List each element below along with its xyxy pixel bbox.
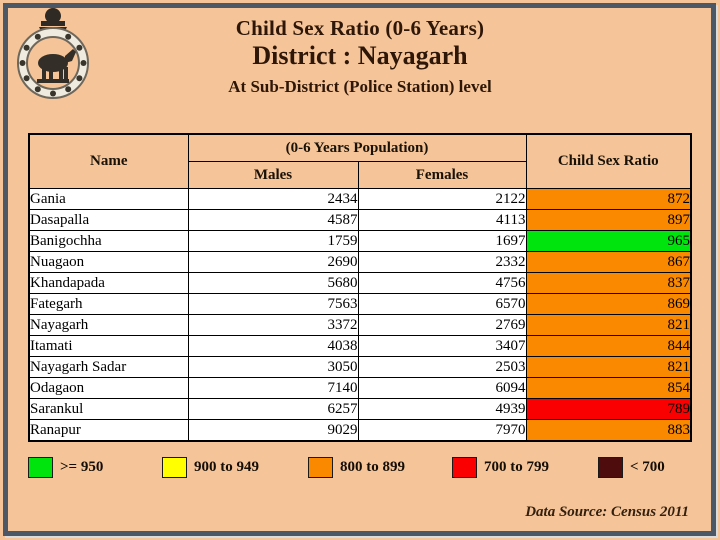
males-cell: 9029: [187, 419, 359, 442]
females-cell: 2503: [357, 356, 527, 378]
males-cell: 3050: [187, 356, 359, 378]
females-cell: 2769: [357, 314, 527, 336]
csr-cell: 789: [525, 398, 692, 420]
females-cell: 7970: [357, 419, 527, 442]
legend-item: 800 to 899: [308, 455, 405, 479]
females-cell: 1697: [357, 230, 527, 252]
name-cell: Khandapada: [28, 272, 189, 294]
csr-cell: 844: [525, 335, 692, 357]
name-cell: Itamati: [28, 335, 189, 357]
district-subtitle: District : Nayagarh: [252, 41, 468, 70]
csr-cell: 883: [525, 419, 692, 442]
odisha-emblem-logo: [17, 8, 89, 99]
legend-swatch: [308, 456, 333, 478]
females-cell: 4113: [357, 209, 527, 231]
legend-item: >= 950: [28, 455, 103, 479]
legend-swatch: [598, 456, 623, 478]
table-row: Sarankul 6257 4939 789: [28, 398, 692, 420]
name-cell: Nuagaon: [28, 251, 189, 273]
females-cell: 2122: [357, 188, 527, 210]
name-cell: Nayagarh: [28, 314, 189, 336]
name-cell: Fategarh: [28, 293, 189, 315]
table-row: Banigochha 1759 1697 965: [28, 230, 692, 252]
level-subtitle: At Sub-District (Police Station) level: [228, 77, 492, 96]
females-cell: 4939: [357, 398, 527, 420]
csr-cell: 869: [525, 293, 692, 315]
col-header-population: (0-6 Years Population): [187, 133, 527, 162]
table-row: Nayagarh 3372 2769 821: [28, 314, 692, 336]
legend: >= 950 900 to 949 800 to 899 700 to 799 < 70…: [0, 455, 720, 481]
csr-cell: 821: [525, 356, 692, 378]
col-header-child-sex-ratio: Child Sex Ratio: [525, 133, 692, 189]
males-cell: 7563: [187, 293, 359, 315]
females-cell: 6094: [357, 377, 527, 399]
table-row: Dasapalla 4587 4113 897: [28, 209, 692, 231]
name-cell: Nayagarh Sadar: [28, 356, 189, 378]
females-cell: 6570: [357, 293, 527, 315]
name-cell: Dasapalla: [28, 209, 189, 231]
table-row: Gania 2434 2122 872: [28, 188, 692, 210]
legend-label: 900 to 949: [194, 458, 259, 475]
csr-cell: 965: [525, 230, 692, 252]
table-row: Odagaon 7140 6094 854: [28, 377, 692, 399]
col-header-males: Males: [187, 161, 359, 189]
name-cell: Gania: [28, 188, 189, 210]
table-row: Nuagaon 2690 2332 867: [28, 251, 692, 273]
males-cell: 6257: [187, 398, 359, 420]
csr-table: Name (0-6 Years Population) Child Sex Ra…: [28, 133, 692, 442]
legend-swatch: [162, 456, 187, 478]
table-row: Itamati 4038 3407 844: [28, 335, 692, 357]
col-header-name: Name: [28, 133, 189, 189]
table-row: Nayagarh Sadar 3050 2503 821: [28, 356, 692, 378]
csr-cell: 837: [525, 272, 692, 294]
males-cell: 3372: [187, 314, 359, 336]
name-cell: Ranapur: [28, 419, 189, 442]
males-cell: 1759: [187, 230, 359, 252]
males-cell: 7140: [187, 377, 359, 399]
csr-cell: 821: [525, 314, 692, 336]
table-row: Ranapur 9029 7970 883: [28, 419, 692, 442]
males-cell: 2690: [187, 251, 359, 273]
males-cell: 4038: [187, 335, 359, 357]
legend-label: 800 to 899: [340, 458, 405, 475]
legend-label: >= 950: [60, 458, 104, 475]
legend-item: < 700: [598, 455, 665, 479]
legend-label: < 700: [630, 458, 665, 475]
name-cell: Odagaon: [28, 377, 189, 399]
females-cell: 2332: [357, 251, 527, 273]
table-row: Fategarh 7563 6570 869: [28, 293, 692, 315]
males-cell: 2434: [187, 188, 359, 210]
females-cell: 4756: [357, 272, 527, 294]
header-row-bottom: Males Females: [29, 161, 691, 189]
legend-swatch: [452, 456, 477, 478]
slide-title: Child Sex Ratio (0-6 Years): [235, 16, 485, 40]
table-body: Gania 2434 2122 872 Dasapalla 4587 4113 897 Bani…: [28, 188, 692, 442]
females-cell: 3407: [357, 335, 527, 357]
csr-cell: 897: [525, 209, 692, 231]
csr-cell: 854: [525, 377, 692, 399]
csr-cell: 867: [525, 251, 692, 273]
data-source: Data Source: Census 2011: [525, 504, 689, 520]
males-cell: 5680: [187, 272, 359, 294]
header-row-top: Name (0-6 Years Population) Child Sex Ra…: [28, 133, 692, 189]
name-cell: Sarankul: [28, 398, 189, 420]
legend-item: 700 to 799: [452, 455, 549, 479]
csr-cell: 872: [525, 188, 692, 210]
table-row: Khandapada 5680 4756 837: [28, 272, 692, 294]
col-header-females: Females: [357, 161, 527, 189]
legend-swatch: [28, 456, 53, 478]
name-cell: Banigochha: [28, 230, 189, 252]
legend-item: 900 to 949: [162, 455, 259, 479]
legend-label: 700 to 799: [484, 458, 549, 475]
males-cell: 4587: [187, 209, 359, 231]
